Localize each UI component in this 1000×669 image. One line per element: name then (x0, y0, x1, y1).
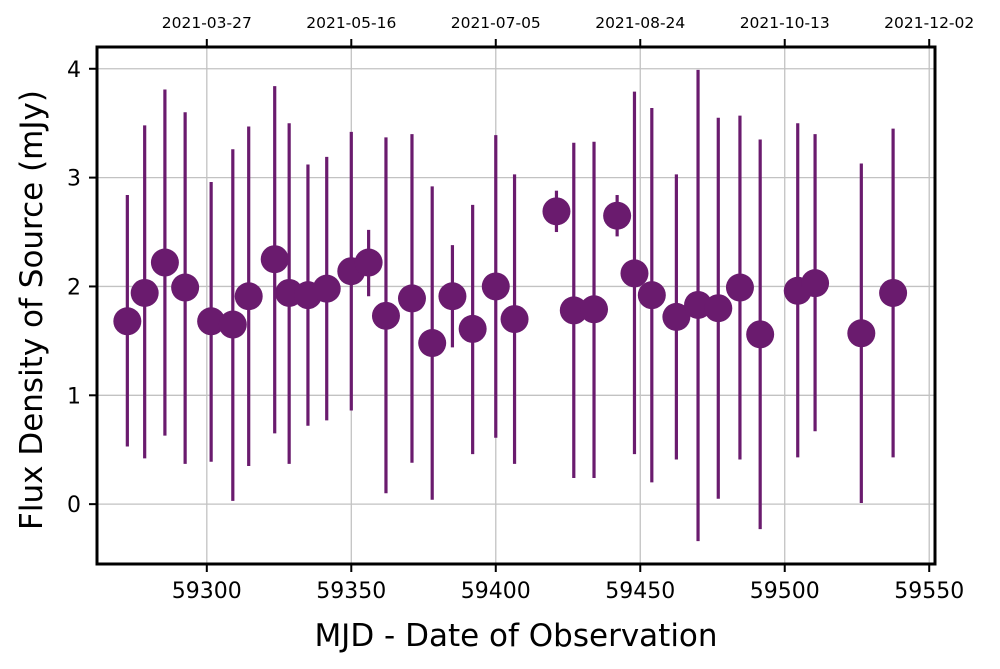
data-point (150, 248, 179, 277)
x-axis-title: MJD - Date of Observation (314, 618, 717, 654)
data-point (130, 278, 159, 307)
data-point (847, 319, 876, 348)
top-tick-label: 2021-08-24 (595, 14, 685, 32)
y-tick-label: 1 (67, 384, 81, 409)
data-point (260, 245, 289, 274)
data-point (603, 201, 632, 230)
data-point (218, 310, 247, 339)
data-point (197, 307, 226, 336)
data-point (662, 302, 691, 331)
y-tick-label: 0 (67, 493, 81, 518)
data-point (559, 296, 588, 325)
data-point (725, 273, 754, 302)
data-point (879, 278, 908, 307)
x-tick-label: 59350 (316, 579, 386, 604)
top-tick-label: 2021-12-02 (884, 14, 974, 32)
x-tick-label: 59400 (461, 579, 531, 604)
x-tick-label: 59300 (172, 579, 242, 604)
y-tick-label: 3 (67, 167, 81, 192)
x-tick-label: 59500 (750, 579, 820, 604)
data-point (542, 197, 571, 226)
data-point (371, 301, 400, 330)
data-point (234, 282, 263, 311)
y-axis-title: Flux Density of Source (mJy) (14, 90, 50, 530)
data-point (397, 284, 426, 313)
data-point (746, 320, 775, 349)
data-points (113, 197, 908, 358)
data-point (438, 282, 467, 311)
y-tick-label: 4 (67, 58, 81, 83)
data-point (580, 295, 609, 324)
data-point (458, 314, 487, 343)
data-point (312, 274, 341, 303)
data-point (354, 248, 383, 277)
data-point (620, 259, 649, 288)
data-point (500, 305, 529, 334)
data-point (801, 269, 830, 298)
data-point (637, 281, 666, 310)
data-point (704, 294, 733, 323)
axis-ticks: 59300 59350 59400 59450 59500 59550 0 1 2 3 4 2021-… (67, 14, 974, 604)
x-tick-label: 59550 (894, 579, 964, 604)
x-tick-label: 59450 (605, 579, 675, 604)
data-point (481, 272, 510, 301)
top-tick-label: 2021-07-05 (451, 14, 541, 32)
top-tick-label: 2021-05-16 (306, 14, 396, 32)
data-point (113, 307, 142, 336)
top-tick-label: 2021-10-13 (740, 14, 830, 32)
top-tick-label: 2021-03-27 (162, 14, 252, 32)
data-point (171, 273, 200, 302)
y-tick-label: 2 (67, 275, 81, 300)
data-point (418, 329, 447, 358)
plot-frame (95, 45, 937, 566)
